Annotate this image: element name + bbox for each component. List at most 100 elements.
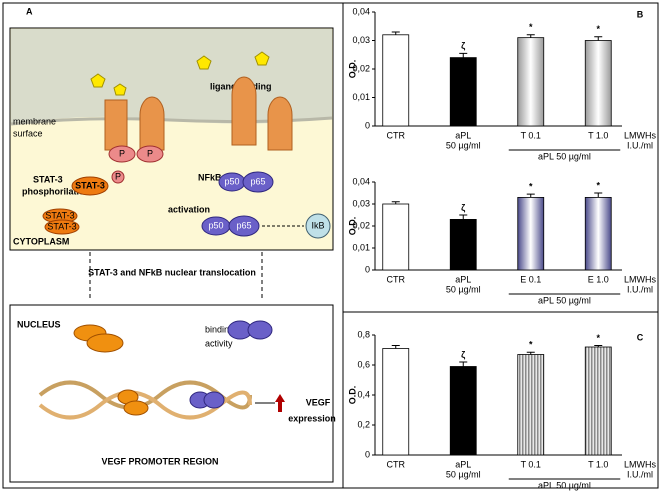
x-tick-label: aPL	[455, 130, 471, 140]
translocation-arrows	[89, 252, 263, 300]
x-tick-label: CTR	[387, 459, 406, 469]
panel-bc-border	[342, 2, 659, 489]
dna	[38, 380, 252, 420]
promoter-label: VEGF PROMOTER REGION	[101, 456, 218, 466]
x-note: LMWHs	[624, 274, 656, 284]
bar	[517, 196, 545, 271]
stat3-phos-label: phosphorilation	[22, 186, 90, 196]
y-tick-label: 0,02	[352, 220, 370, 230]
translocation-label: STAT-3 and NFkB nuclear translocation	[88, 267, 256, 277]
y-tick-label: 0,01	[352, 92, 370, 102]
nucleus-box	[9, 304, 334, 483]
x-tick-label: aPL	[455, 459, 471, 469]
error-bar	[526, 351, 535, 355]
error-bar	[391, 345, 400, 349]
y-tick-label: 0,03	[352, 35, 370, 45]
stat3	[71, 176, 109, 196]
bar	[449, 218, 477, 271]
error-bar	[391, 201, 400, 204]
x-note: LMWHs	[624, 459, 656, 469]
nfkb-nucleus	[227, 320, 273, 340]
y-tick-label: 0,04	[352, 6, 370, 16]
vegf-label: expression	[288, 413, 336, 423]
x-tick-label: E 0.1	[520, 274, 541, 284]
group-label: aPL 50 µg/ml	[538, 480, 591, 490]
y-tick-label: 0,4	[357, 389, 370, 399]
group-label: aPL 50 µg/ml	[538, 151, 591, 161]
membrane-label: membrane	[13, 116, 56, 126]
p65-label: p65	[236, 220, 251, 230]
binding-label: binding	[205, 324, 234, 334]
panel-label: B	[637, 9, 644, 19]
x-tick-label: T 1.0	[588, 459, 608, 469]
y-tick-label: 0,02	[352, 63, 370, 73]
panel-label: C	[637, 332, 644, 342]
stat3-phos-label: STAT-3	[33, 174, 63, 184]
panel-a: A ligand binding membrane surface P P P …	[2, 2, 344, 489]
marker: *	[529, 181, 533, 191]
x-tick-label: T 0.1	[521, 459, 541, 469]
marker: ζ	[461, 349, 465, 359]
y-tick-label: 0,8	[357, 329, 370, 339]
binding-label: activity	[205, 338, 233, 348]
membrane-label: surface	[13, 128, 43, 138]
bar	[382, 203, 410, 271]
stat3-dimer	[42, 208, 80, 235]
panel-label: A	[26, 6, 33, 16]
marker: ζ	[461, 41, 465, 51]
x-note: I.U./ml	[627, 140, 653, 150]
p-label: P	[119, 148, 125, 158]
ligands	[90, 51, 270, 96]
y-tick-label: 0	[365, 449, 370, 459]
error-bar	[594, 345, 603, 347]
stat3-label: STAT-3	[75, 180, 105, 190]
p65-label: p65	[250, 176, 265, 186]
p-label: P	[147, 148, 153, 158]
y-axis-label: O.D.	[347, 386, 357, 405]
bar	[449, 57, 477, 127]
cytoplasm-label: CYTOPLASM	[13, 236, 69, 246]
x-tick-label: E 1.0	[588, 274, 609, 284]
p50-label: p50	[224, 176, 239, 186]
y-tick-label: 0,01	[352, 242, 370, 252]
error-bar	[459, 52, 468, 58]
bar	[382, 34, 410, 127]
x-sub-label: 50 µg/ml	[446, 469, 481, 479]
marker: *	[529, 340, 533, 350]
marker: *	[596, 24, 600, 34]
error-bar	[594, 192, 603, 198]
x-note: I.U./ml	[627, 469, 653, 479]
bar	[517, 354, 545, 456]
y-tick-label: 0	[365, 120, 370, 130]
up-arrow	[275, 394, 285, 412]
x-note: LMWHs	[624, 130, 656, 140]
ikb-label: IkB	[311, 220, 324, 230]
x-tick-label: T 1.0	[588, 130, 608, 140]
x-tick-label: T 0.1	[521, 130, 541, 140]
nfkb-label: NFkB	[198, 172, 222, 182]
error-bar	[594, 36, 603, 41]
activation-label: activation	[168, 204, 210, 214]
y-axis-label: O.D.	[347, 60, 357, 79]
stat3-label: STAT-3	[47, 221, 76, 231]
y-tick-label: 0	[365, 264, 370, 274]
x-note: I.U./ml	[627, 284, 653, 294]
nfkb-complex	[201, 171, 274, 237]
y-axis-label: O.D.	[347, 217, 357, 236]
group-label: aPL 50 µg/ml	[538, 295, 591, 305]
stat3-nucleus	[73, 324, 124, 353]
p50-label: p50	[208, 220, 223, 230]
y-tick-label: 0,04	[352, 176, 370, 186]
bar	[584, 346, 612, 456]
marker: *	[529, 22, 533, 32]
y-tick-label: 0,03	[352, 198, 370, 208]
error-bar	[526, 34, 535, 38]
nucleus-label: NUCLEUS	[17, 319, 61, 329]
x-tick-label: CTR	[387, 274, 406, 284]
x-tick-label: aPL	[455, 274, 471, 284]
y-tick-label: 0,6	[357, 359, 370, 369]
marker: *	[596, 333, 600, 343]
bar	[584, 40, 612, 127]
stat3-label: STAT-3	[45, 210, 74, 220]
